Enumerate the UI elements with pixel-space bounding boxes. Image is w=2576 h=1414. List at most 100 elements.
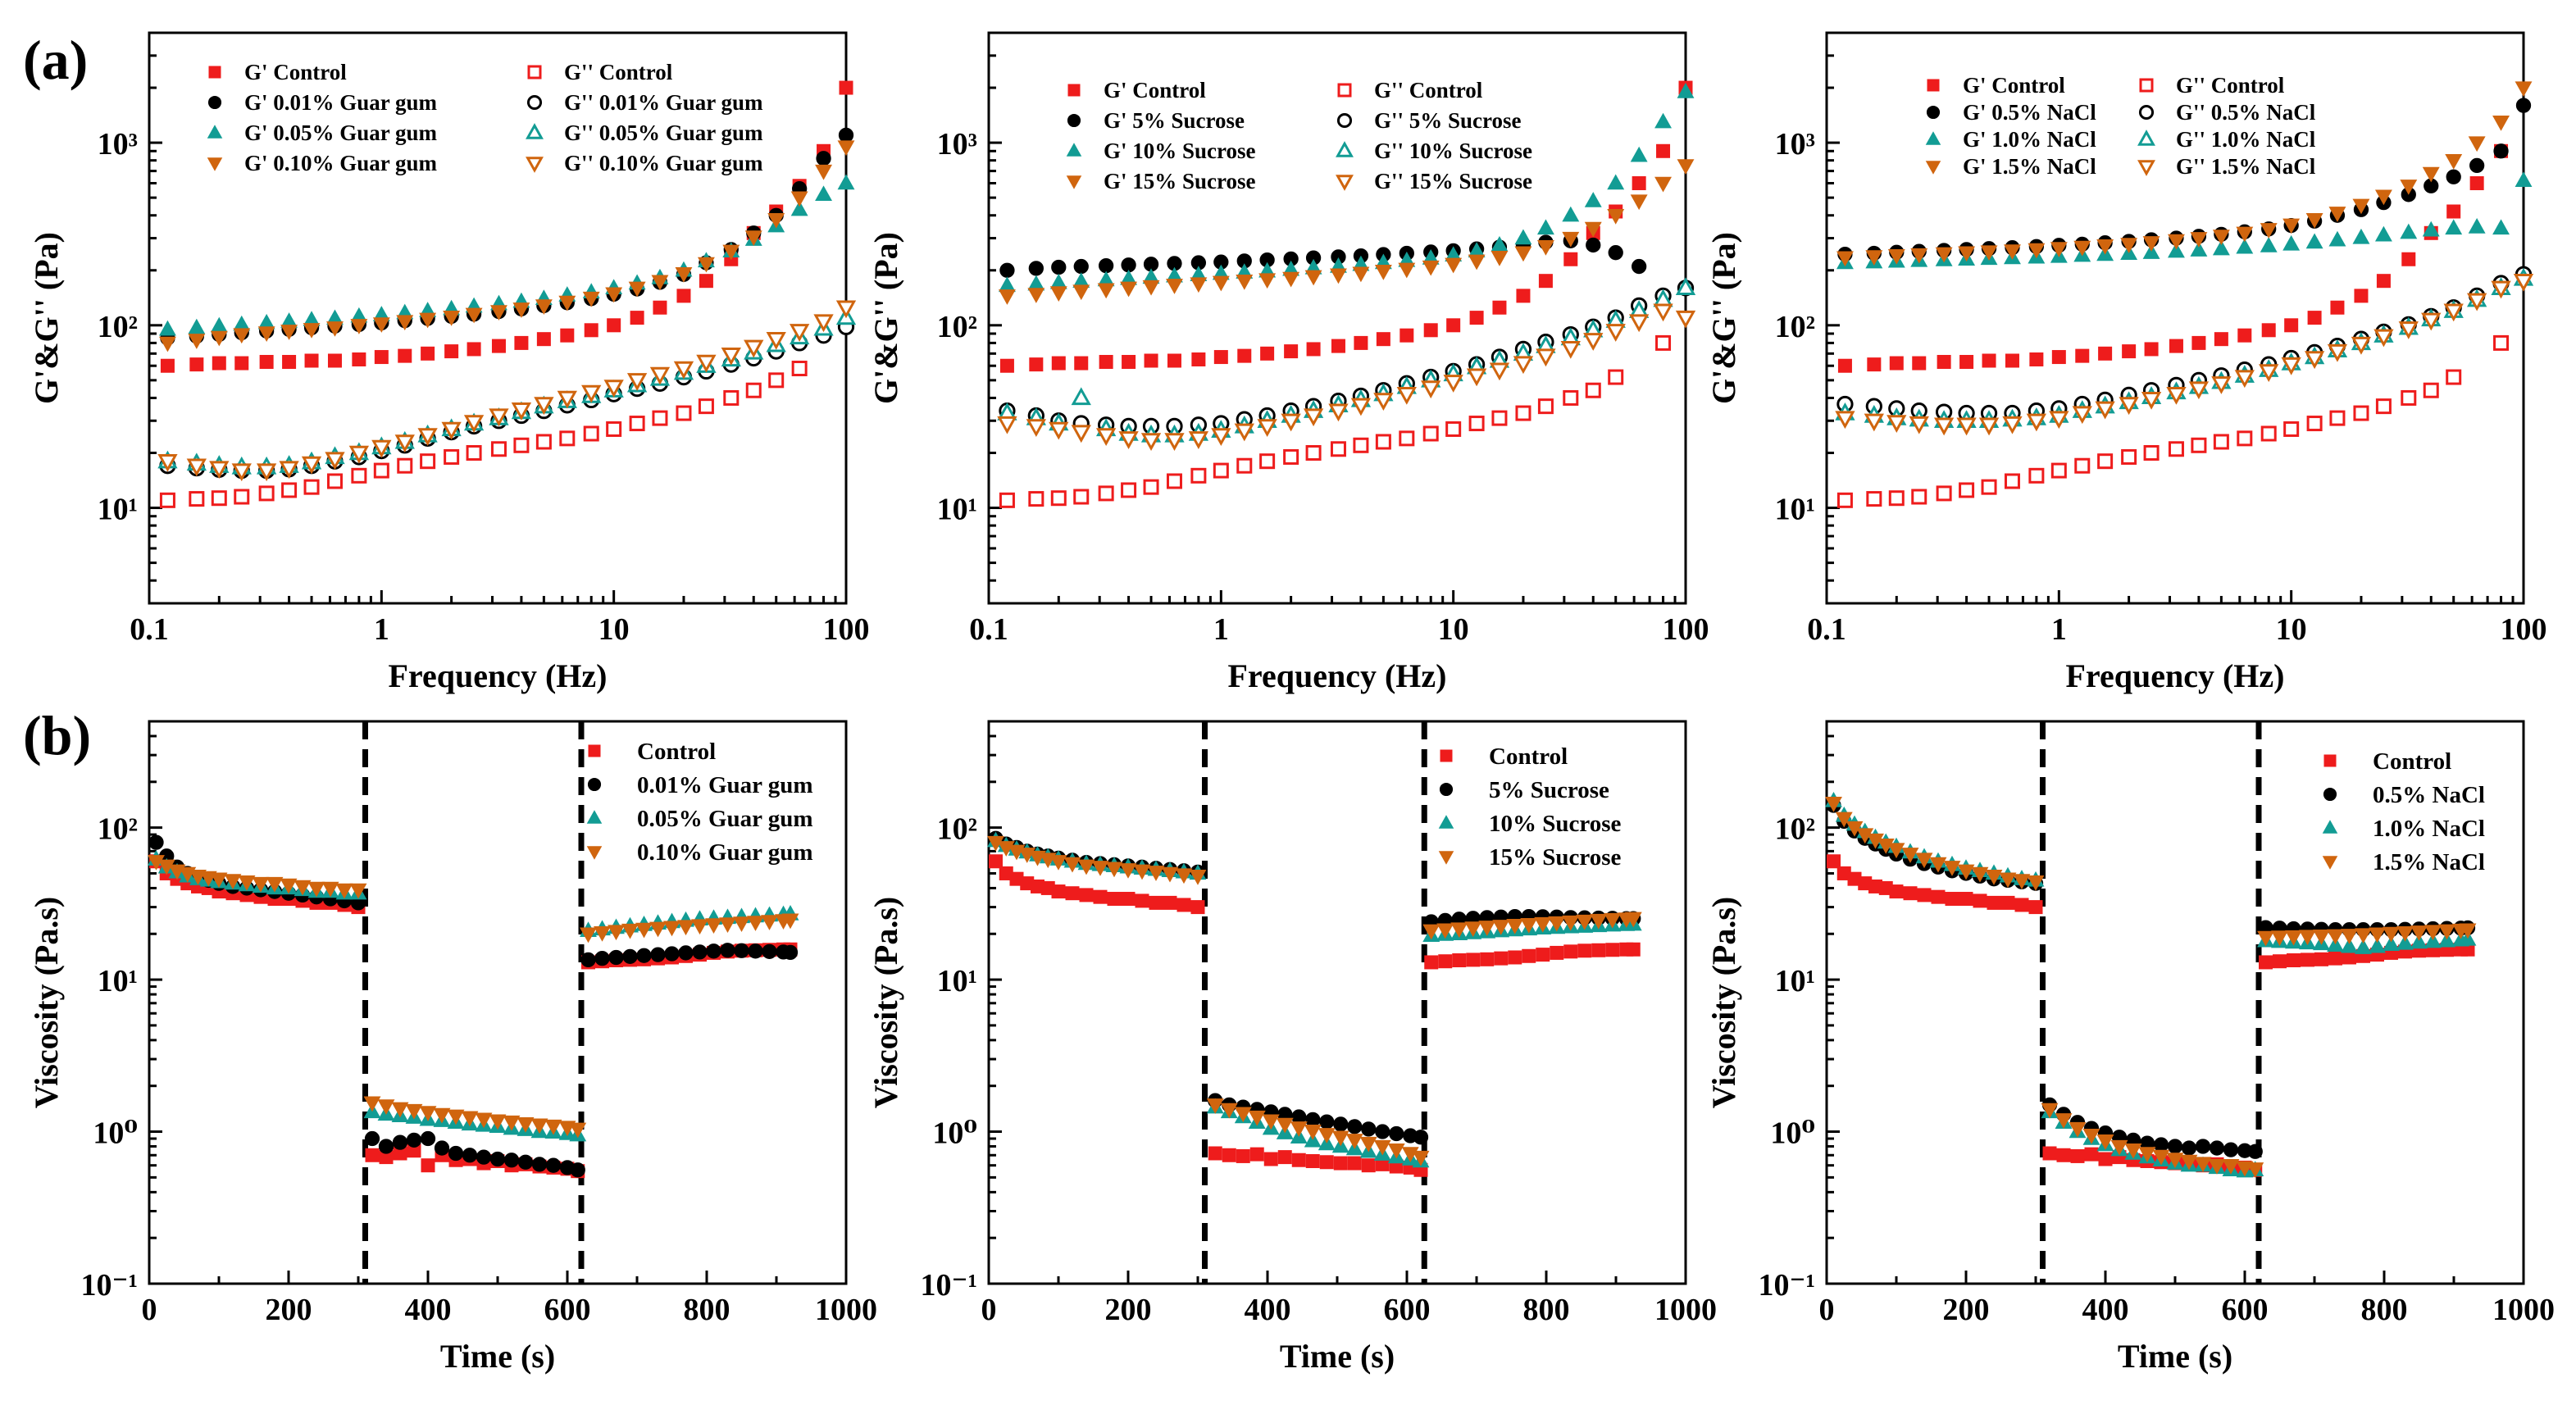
data-point (837, 174, 855, 190)
legend-marker (586, 846, 603, 860)
y-tick-label: 10² (1775, 812, 1815, 847)
data-point (1424, 955, 1439, 970)
legend-marker (526, 123, 544, 139)
data-point (1291, 1153, 1306, 1167)
data-point (373, 462, 389, 479)
data-point (692, 944, 708, 960)
data-point (582, 291, 600, 307)
data-point (1049, 855, 1067, 871)
data-point (2211, 376, 2232, 394)
y-tick-label: 10⁻¹ (81, 1268, 138, 1303)
legend-marker (526, 94, 543, 111)
x-axis-title: Time (s) (440, 1338, 555, 1375)
data-point (2124, 1143, 2142, 1159)
data-point (1422, 425, 1439, 442)
data-point (1079, 888, 1094, 903)
data-point (583, 425, 599, 442)
data-point (447, 1109, 465, 1125)
y-tick-label: 10⁻¹ (921, 1268, 977, 1303)
data-point (2271, 930, 2288, 946)
x-tick-label: 1000 (815, 1293, 877, 1327)
data-point (999, 492, 1015, 508)
legend-label: 1.5% NaCl (2373, 849, 2485, 875)
data-point (301, 456, 322, 475)
data-point (2194, 1157, 2212, 1173)
data-point (649, 921, 667, 938)
data-point (348, 445, 370, 464)
data-point (1865, 250, 1883, 266)
data-point (1359, 1136, 1377, 1153)
data-point (238, 875, 256, 891)
data-point (282, 355, 297, 370)
series-1 (999, 233, 1647, 278)
data-point (1361, 1121, 1377, 1137)
x-tick-label: 0 (1819, 1293, 1835, 1327)
data-point (697, 257, 715, 273)
plot-frame (1825, 31, 2525, 605)
data-point (1548, 916, 1566, 932)
data-point (605, 287, 623, 303)
x-tick-label: 1000 (2492, 1293, 2555, 1327)
data-point (1536, 240, 1554, 256)
x-tick-label: 600 (544, 1293, 591, 1327)
data-point (2287, 953, 2301, 968)
data-point (2029, 352, 2044, 366)
data-point (1213, 350, 1228, 365)
data-point (570, 1162, 585, 1178)
y-tick-label: 10¹ (1775, 964, 1815, 998)
data-point (1188, 431, 1209, 449)
data-point (989, 854, 1003, 869)
segment-0-series-3 (1825, 797, 2045, 891)
data-point (1654, 176, 1672, 193)
data-point (465, 307, 483, 324)
data-point (1468, 254, 1486, 271)
series-3 (1836, 81, 2533, 267)
data-point (2026, 413, 2047, 432)
data-point (676, 289, 691, 303)
segment-2-series-3 (580, 913, 799, 943)
data-point (2049, 411, 2069, 430)
data-point (1608, 245, 1623, 261)
data-point (1305, 444, 1322, 461)
data-point (2375, 398, 2392, 415)
data-point (790, 191, 808, 207)
data-point (1654, 112, 1672, 129)
data-point (1605, 943, 1620, 957)
data-point (462, 1148, 478, 1163)
legend-label: 0.5% NaCl (2373, 782, 2485, 808)
data-point (443, 311, 461, 326)
data-point (1887, 843, 1905, 859)
data-point (2121, 448, 2137, 465)
data-point (2306, 416, 2323, 432)
data-point (1328, 403, 1349, 422)
data-point (1586, 237, 1601, 253)
x-axis-title: Time (s) (2118, 1338, 2232, 1375)
data-point (1258, 273, 1277, 289)
legend-marker (207, 157, 223, 171)
legend: G' Control G' 5% Sucrose G' 10% Sucrose G' … (1066, 78, 1532, 193)
data-point (2190, 232, 2208, 248)
data-point (698, 398, 714, 415)
data-point (2138, 1147, 2156, 1163)
data-point (444, 344, 459, 359)
legend-marker (2138, 104, 2155, 120)
x-tick-label: 0.1 (130, 612, 169, 647)
data-point (2459, 923, 2477, 939)
data-point (2493, 143, 2509, 159)
data-point (1655, 334, 1672, 351)
data-point (1375, 1124, 1390, 1139)
data-point (722, 244, 740, 261)
data-point (2396, 934, 2414, 950)
data-point (371, 439, 392, 458)
legend-label: G' 0.05% Guar gum (244, 120, 438, 145)
data-point (2082, 1128, 2100, 1144)
data-point (1063, 857, 1081, 873)
legend-label: 0.01% Guar gum (637, 772, 813, 798)
data-point (2000, 895, 2015, 910)
data-point (676, 405, 692, 421)
series-4 (1836, 334, 2510, 508)
data-point (1901, 848, 1919, 863)
series-0 (1837, 143, 2509, 373)
y-axis-title: Viscosity (Pa.s) (867, 897, 904, 1108)
data-point (1534, 916, 1552, 933)
